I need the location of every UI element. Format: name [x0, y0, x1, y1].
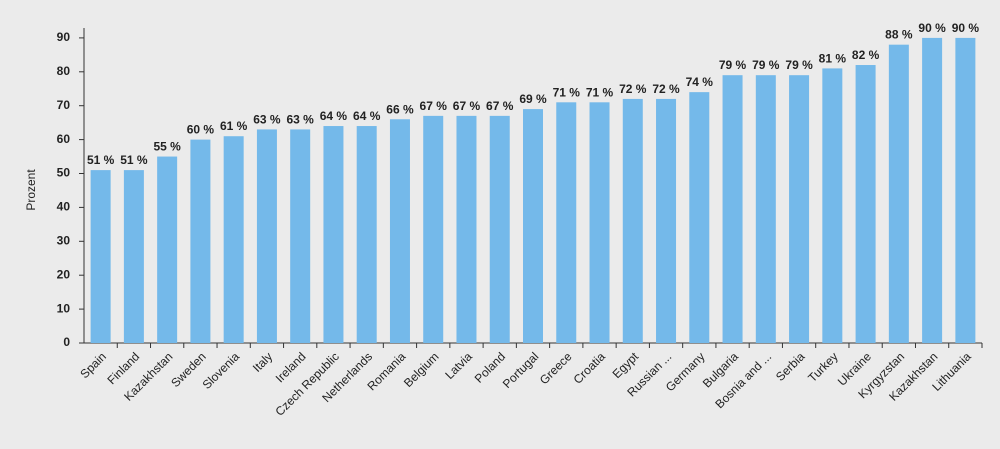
bar — [922, 37, 943, 344]
value-label: 81 % — [819, 51, 847, 65]
value-label: 72 % — [619, 82, 647, 96]
value-label: 66 % — [386, 102, 414, 116]
bar — [256, 129, 277, 343]
y-tick-label: 10 — [57, 301, 71, 315]
value-label: 71 % — [553, 85, 581, 99]
value-label: 69 % — [519, 92, 547, 106]
value-label: 63 % — [253, 112, 281, 126]
bar — [90, 170, 111, 343]
value-label: 63 % — [287, 112, 315, 126]
y-tick-label: 80 — [57, 64, 71, 78]
bar — [722, 75, 743, 343]
value-label: 51 % — [87, 153, 115, 167]
y-tick-label: 30 — [57, 233, 71, 247]
value-label: 64 % — [353, 109, 381, 123]
value-label: 51 % — [120, 153, 148, 167]
bar — [423, 115, 444, 344]
value-label: 71 % — [586, 85, 614, 99]
value-label: 67 % — [453, 99, 481, 113]
bar — [689, 92, 710, 343]
bar — [223, 136, 244, 343]
value-label: 79 % — [719, 58, 747, 72]
y-axis-label: Prozent — [24, 169, 38, 211]
value-label: 64 % — [320, 109, 348, 123]
value-label: 67 % — [420, 99, 448, 113]
bar — [323, 126, 344, 343]
bar — [855, 65, 876, 344]
bar — [888, 44, 909, 344]
value-label: 61 % — [220, 119, 248, 133]
value-label: 90 % — [918, 21, 946, 35]
value-label: 82 % — [852, 48, 880, 62]
bar — [123, 170, 144, 343]
bar — [290, 129, 311, 343]
y-tick-label: 0 — [63, 335, 70, 349]
value-label: 79 % — [785, 58, 813, 72]
bar — [523, 109, 543, 343]
y-tick-label: 40 — [57, 200, 71, 214]
bar — [789, 75, 810, 343]
bar — [822, 68, 843, 343]
bar — [955, 37, 976, 344]
bar — [157, 156, 178, 343]
y-tick-label: 50 — [57, 166, 71, 180]
value-label: 88 % — [885, 28, 913, 42]
bar — [755, 75, 776, 343]
value-label: 79 % — [752, 58, 780, 72]
bar — [656, 98, 677, 343]
value-label: 90 % — [952, 21, 980, 35]
value-label: 74 % — [686, 75, 714, 89]
value-label: 67 % — [486, 99, 514, 113]
bar — [556, 102, 577, 343]
value-label: 60 % — [187, 123, 215, 137]
bar — [622, 98, 643, 343]
y-tick-label: 90 — [57, 30, 71, 44]
y-tick-label: 20 — [57, 267, 71, 281]
y-tick-label: 60 — [57, 132, 71, 146]
bar — [356, 126, 377, 343]
bar — [190, 139, 211, 343]
value-label: 72 % — [652, 82, 680, 96]
bar — [589, 102, 610, 343]
bar — [389, 119, 410, 343]
y-tick-label: 70 — [57, 98, 71, 112]
value-label: 55 % — [153, 140, 181, 154]
bar — [489, 115, 510, 344]
bar — [456, 115, 477, 344]
